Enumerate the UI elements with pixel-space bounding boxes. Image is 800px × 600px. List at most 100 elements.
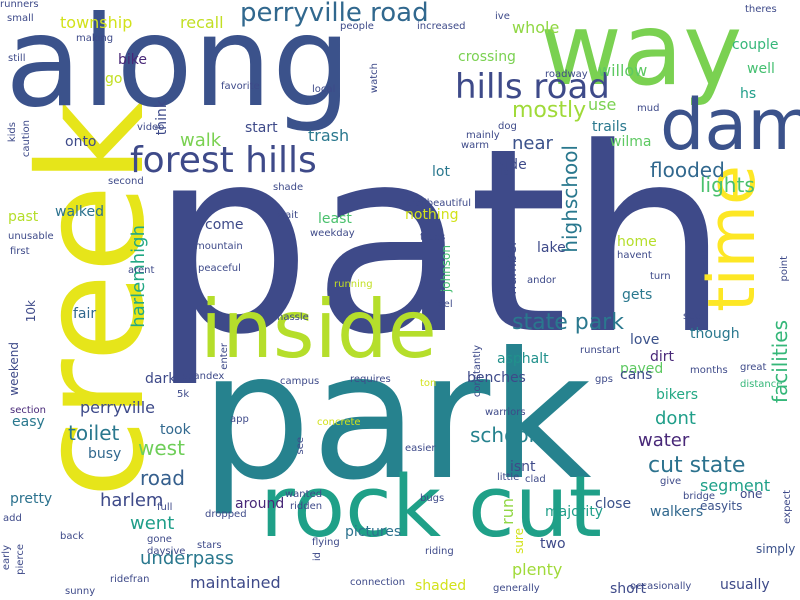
cloud-word: highschool (558, 145, 582, 253)
cloud-word: well (747, 61, 775, 77)
cloud-word: gets (622, 287, 653, 303)
cloud-word: bikers (656, 387, 699, 403)
cloud-word: cut state (648, 453, 746, 478)
cloud-word: toilet (68, 421, 120, 445)
cloud-word: hs (740, 86, 757, 102)
cloud-word: peaceful (198, 263, 241, 274)
cloud-word: love (630, 332, 660, 348)
cloud-word: bugs (420, 493, 445, 504)
cloud-word: occasionally (630, 581, 692, 592)
cloud-word: usually (720, 577, 770, 593)
cloud-word: close (595, 496, 632, 512)
cloud-word: flying (312, 537, 340, 548)
cloud-word: use (588, 95, 617, 114)
cloud-word: requires (350, 374, 391, 385)
cloud-word: arent (128, 265, 155, 276)
cloud-word: dam (660, 84, 800, 166)
cloud-word: unusable (8, 231, 54, 242)
cloud-word: see (295, 437, 306, 455)
cloud-word: people (340, 21, 374, 32)
cloud-word: making (76, 33, 114, 44)
cloud-word: sure (512, 528, 526, 554)
cloud-word: dark (145, 371, 177, 387)
cloud-word: small (7, 13, 34, 24)
cloud-word: give (660, 476, 682, 487)
cloud-word: lights (700, 173, 755, 197)
cloud-word: weekday (310, 228, 355, 239)
cloud-word: runstart (580, 345, 621, 356)
cloud-word: perryville (80, 398, 155, 417)
cloud-word: majority (545, 504, 604, 520)
cloud-word: willow (598, 61, 648, 80)
cloud-word: come (205, 217, 244, 233)
cloud-word: two (540, 536, 566, 552)
cloud-word: mountain (195, 241, 243, 252)
cloud-word: havent (617, 250, 652, 261)
cloud-word: theres (745, 4, 777, 15)
cloud-word: first (10, 246, 30, 257)
cloud-word: little (497, 472, 520, 483)
cloud-word: enter (219, 343, 230, 370)
cloud-word: gps (595, 374, 613, 385)
cloud-word: pretty (10, 491, 53, 507)
cloud-word: roadway (545, 69, 588, 80)
cloud-word: expect (782, 490, 793, 524)
cloud-word: trees (420, 232, 446, 243)
cloud-word: watch (369, 63, 380, 94)
cloud-word: one (740, 487, 763, 501)
cloud-word: recall (180, 13, 224, 32)
cloud-word: went (130, 513, 175, 534)
cloud-word: hills road (455, 67, 610, 107)
cloud-word: dont (655, 408, 696, 429)
cloud-word: paved (620, 361, 664, 377)
cloud-word: still (8, 53, 26, 64)
cloud-word: ridden (290, 501, 323, 512)
cloud-word: andor (527, 275, 557, 286)
cloud-word: harlemhigh (128, 225, 149, 328)
cloud-word: path (150, 94, 730, 391)
cloud-word: wasnt (699, 238, 710, 268)
cloud-word: park (200, 316, 592, 519)
cloud-word: shaded (415, 578, 467, 594)
cloud-word: early (1, 545, 12, 571)
cloud-word: weekend (7, 342, 21, 396)
cloud-word: video (137, 122, 165, 133)
cloud-word: favorite (221, 81, 260, 92)
cloud-word: way (540, 0, 743, 108)
cloud-word: easier (405, 443, 436, 454)
cloud-word: distance (740, 379, 783, 390)
cloud-word: rock cut (260, 458, 602, 557)
cloud-word: turn (650, 271, 671, 282)
cloud-word: trailbeautiful (407, 198, 472, 209)
cloud-word: great (740, 362, 767, 373)
cloud-word: crossing (458, 49, 516, 65)
cloud-word: running (334, 279, 373, 290)
cloud-word: maintained (190, 573, 281, 592)
cloud-word: wilma (610, 134, 652, 150)
cloud-word: generally (493, 583, 540, 594)
cloud-word: cans (620, 367, 653, 383)
cloud-word: home (617, 234, 657, 250)
cloud-word: short (610, 581, 646, 597)
cloud-word: daysive (147, 546, 186, 557)
cloud-word: isnt (510, 459, 536, 475)
cloud-word: along (5, 0, 352, 135)
cloud-word: pierce (15, 544, 26, 575)
cloud-word: local (312, 84, 336, 95)
cloud-word: pictures (345, 524, 402, 540)
cloud-word: simply (756, 542, 796, 556)
cloud-word: clad (525, 474, 546, 485)
cloud-word: onto (65, 134, 97, 150)
cloud-word: go (105, 71, 123, 87)
cloud-word: trails (592, 119, 627, 135)
cloud-word: past (8, 209, 39, 225)
cloud-word: bike (118, 52, 147, 68)
cloud-word: road (140, 466, 185, 490)
cloud-word: spandex (182, 371, 225, 382)
cloud-word: add (3, 513, 22, 524)
cloud-word: nothing (405, 207, 459, 223)
cloud-word: seen (683, 311, 707, 322)
cloud-word: constantly (472, 345, 483, 398)
cloud-word: side (498, 157, 527, 173)
cloud-word: trash (308, 126, 350, 145)
